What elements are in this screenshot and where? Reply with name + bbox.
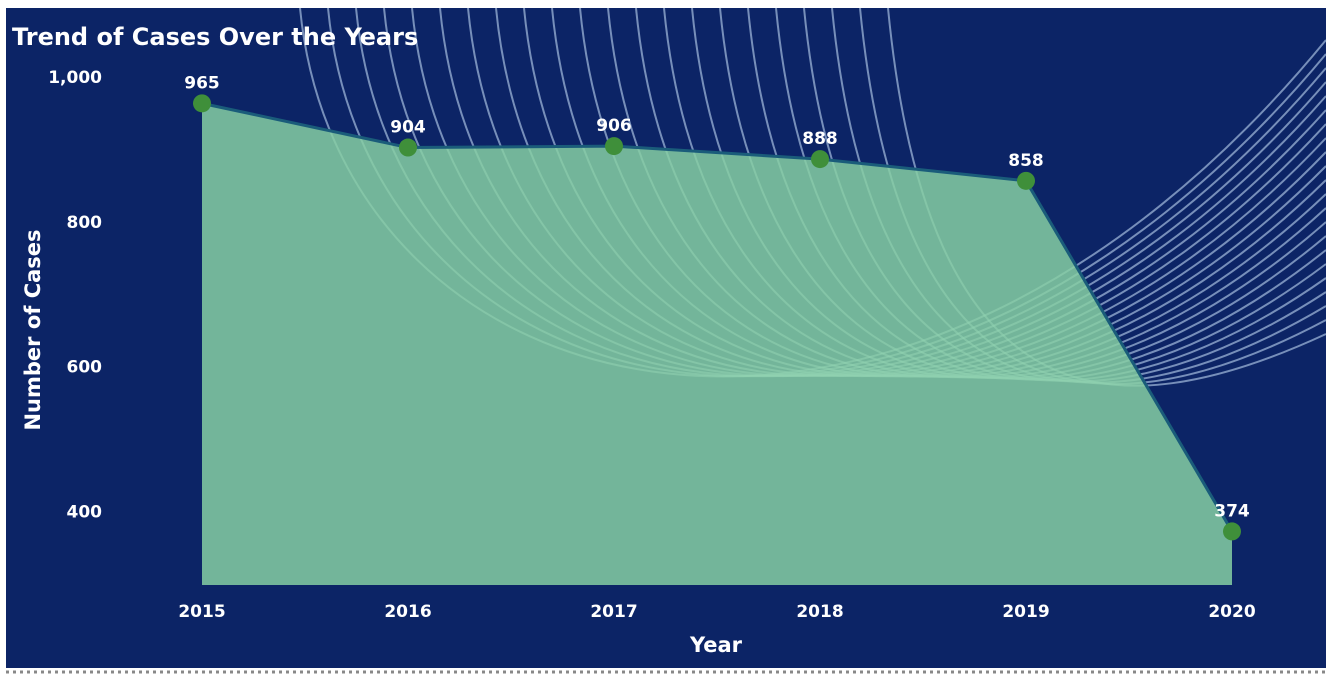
y-axis-label: Number of Cases xyxy=(21,229,45,430)
y-tick-label: 600 xyxy=(67,358,103,378)
data-point xyxy=(399,138,417,157)
x-tick-label: 2020 xyxy=(1208,602,1255,622)
x-tick-label: 2018 xyxy=(796,602,843,622)
area-line xyxy=(201,101,1234,533)
data-point xyxy=(193,94,211,113)
data-point xyxy=(1223,522,1241,541)
data-label: 906 xyxy=(596,116,632,136)
y-tick-label: 400 xyxy=(67,503,103,523)
y-tick-label: 1,000 xyxy=(48,68,102,88)
data-label: 904 xyxy=(390,118,426,138)
data-point xyxy=(1017,171,1035,190)
x-axis-label: Year xyxy=(689,633,743,657)
area-fill xyxy=(202,103,1232,585)
x-tick-label: 2016 xyxy=(384,602,431,622)
x-tick-label: 2015 xyxy=(178,602,225,622)
data-label: 858 xyxy=(1008,151,1044,171)
x-tick-label: 2019 xyxy=(1002,602,1049,622)
data-point xyxy=(605,137,623,156)
data-label: 374 xyxy=(1214,501,1250,521)
plot-area: 400 600 800 1,000 2015 2016 2017 2018 2019 2020 96… xyxy=(48,68,1256,622)
data-label: 965 xyxy=(184,73,220,93)
y-tick-label: 800 xyxy=(67,213,103,233)
chart-title: Trend of Cases Over the Years xyxy=(12,23,418,51)
x-tick-label: 2017 xyxy=(590,602,637,622)
data-point xyxy=(811,150,829,169)
data-label: 888 xyxy=(802,129,838,149)
